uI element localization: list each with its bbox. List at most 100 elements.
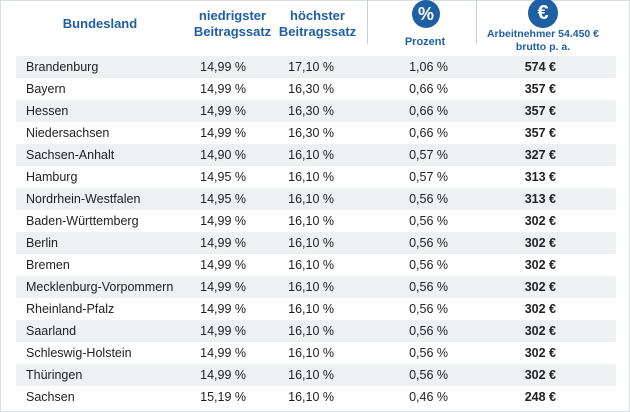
cell-prozent: 0,46 % (409, 390, 448, 404)
column-divider (476, 0, 477, 44)
cell-arbeitnehmer: 327 € (524, 148, 556, 162)
cell-prozent: 0,56 % (409, 324, 448, 338)
table-row: Sachsen 15,19 % 16,10 % 0,46 % 248 € (16, 386, 616, 408)
cell-arbeitnehmer: 302 € (524, 368, 556, 382)
cell-bundesland: Sachsen-Anhalt (26, 148, 115, 162)
cell-niedrigster: 14,99 % (200, 346, 246, 360)
cell-niedrigster: 14,95 % (200, 170, 246, 184)
table-row: Bremen 14,99 % 16,10 % 0,56 % 302 € (16, 254, 616, 276)
cell-arbeitnehmer: 357 € (524, 126, 556, 140)
cell-prozent: 0,56 % (409, 280, 448, 294)
cell-niedrigster: 14,99 % (200, 82, 246, 96)
header-niedrigster: niedrigster Beitragssatz (193, 8, 272, 39)
cell-hoechster: 16,10 % (288, 214, 334, 228)
cell-niedrigster: 14,99 % (200, 126, 246, 140)
cell-prozent: 0,66 % (409, 104, 448, 118)
cell-prozent: 0,57 % (409, 148, 448, 162)
cell-hoechster: 16,30 % (288, 104, 334, 118)
cell-bundesland: Nordrhein-Westfalen (26, 192, 141, 206)
cell-arbeitnehmer: 302 € (524, 302, 556, 316)
table-row: Rheinland-Pfalz 14,99 % 16,10 % 0,56 % 302 € (16, 298, 616, 320)
cell-hoechster: 16,10 % (288, 258, 334, 272)
table-row: Schleswig-Holstein 14,99 % 16,10 % 0,56 % 30… (16, 342, 616, 364)
cell-niedrigster: 14,99 % (200, 214, 246, 228)
cell-bundesland: Niedersachsen (26, 126, 110, 140)
table-row: Bayern 14,99 % 16,30 % 0,66 % 357 € (16, 78, 616, 100)
cell-prozent: 1,06 % (409, 60, 448, 74)
cell-prozent: 0,57 % (409, 170, 448, 184)
cell-arbeitnehmer: 357 € (524, 104, 556, 118)
table-row: Niedersachsen 14,99 % 16,30 % 0,66 % 357 € (16, 122, 616, 144)
cell-arbeitnehmer: 302 € (524, 236, 556, 250)
cell-niedrigster: 14,99 % (200, 302, 246, 316)
cell-bundesland: Saarland (26, 324, 77, 338)
cell-bundesland: Mecklenburg-Vorpommern (26, 280, 174, 294)
cell-hoechster: 16,10 % (288, 346, 334, 360)
percent-icon: % (412, 0, 440, 28)
table-row: Baden-Württemberg 14,99 % 16,10 % 0,56 % 302… (16, 210, 616, 232)
cell-prozent: 0,56 % (409, 346, 448, 360)
cell-bundesland: Sachsen (26, 390, 75, 404)
cell-arbeitnehmer: 302 € (524, 280, 556, 294)
cell-arbeitnehmer: 313 € (524, 192, 556, 206)
cell-prozent: 0,56 % (409, 368, 448, 382)
cell-hoechster: 16,10 % (288, 192, 334, 206)
cell-niedrigster: 14,95 % (200, 192, 246, 206)
table-row: Hamburg 14,95 % 16,10 % 0,57 % 313 € (16, 166, 616, 188)
cell-niedrigster: 14,99 % (200, 236, 246, 250)
cell-hoechster: 16,10 % (288, 170, 334, 184)
euro-icon: € (528, 0, 558, 28)
cell-niedrigster: 15,19 % (200, 390, 246, 404)
cell-hoechster: 16,10 % (288, 280, 334, 294)
header-bundesland: Bundesland (62, 16, 138, 31)
table-row: Thüringen 14,99 % 16,10 % 0,56 % 302 € (16, 364, 616, 386)
table-body: Brandenburg 14,99 % 17,10 % 1,06 % 574 € Baye… (16, 56, 616, 408)
cell-prozent: 0,66 % (409, 126, 448, 140)
cell-prozent: 0,56 % (409, 236, 448, 250)
cell-hoechster: 16,30 % (288, 126, 334, 140)
cell-prozent: 0,56 % (409, 214, 448, 228)
cell-bundesland: Bayern (26, 82, 66, 96)
cell-niedrigster: 14,99 % (200, 60, 246, 74)
cell-prozent: 0,56 % (409, 302, 448, 316)
cell-bundesland: Baden-Württemberg (26, 214, 139, 228)
cell-niedrigster: 14,99 % (200, 280, 246, 294)
cell-bundesland: Schleswig-Holstein (26, 346, 132, 360)
cell-prozent: 0,66 % (409, 82, 448, 96)
cell-arbeitnehmer: 302 € (524, 324, 556, 338)
cell-arbeitnehmer: 302 € (524, 214, 556, 228)
cell-hoechster: 16,10 % (288, 368, 334, 382)
cell-bundesland: Thüringen (26, 368, 83, 382)
cell-niedrigster: 14,99 % (200, 258, 246, 272)
cell-niedrigster: 14,99 % (200, 104, 246, 118)
column-divider (367, 0, 368, 44)
cell-arbeitnehmer: 302 € (524, 346, 556, 360)
cell-bundesland: Berlin (26, 236, 58, 250)
header-hoechster: höchster Beitragssatz (278, 8, 357, 39)
cell-arbeitnehmer: 248 € (524, 390, 556, 404)
cell-niedrigster: 14,99 % (200, 368, 246, 382)
cell-bundesland: Brandenburg (26, 60, 99, 74)
cell-hoechster: 16,10 % (288, 236, 334, 250)
cell-arbeitnehmer: 574 € (524, 60, 556, 74)
cell-hoechster: 16,10 % (288, 390, 334, 404)
table-row: Brandenburg 14,99 % 17,10 % 1,06 % 574 € (16, 56, 616, 78)
cell-hoechster: 16,10 % (288, 148, 334, 162)
table-row: Mecklenburg-Vorpommern 14,99 % 16,10 % 0,56… (16, 276, 616, 298)
header-prozent: Prozent (404, 36, 446, 48)
header-arbeitnehmer: Arbeitnehmer 54.450 € brutto p. a. (486, 28, 600, 53)
cell-arbeitnehmer: 313 € (524, 170, 556, 184)
cell-hoechster: 16,10 % (288, 302, 334, 316)
cell-bundesland: Hessen (26, 104, 69, 118)
cell-hoechster: 16,30 % (288, 82, 334, 96)
cell-bundesland: Bremen (26, 258, 70, 272)
cell-bundesland: Hamburg (26, 170, 78, 184)
cell-hoechster: 16,10 % (288, 324, 334, 338)
cell-bundesland: Rheinland-Pfalz (26, 302, 115, 316)
cell-niedrigster: 14,90 % (200, 148, 246, 162)
table-row: Saarland 14,99 % 16,10 % 0,56 % 302 € (16, 320, 616, 342)
cell-arbeitnehmer: 357 € (524, 82, 556, 96)
table-row: Nordrhein-Westfalen 14,95 % 16,10 % 0,56 % 3… (16, 188, 616, 210)
table-row: Hessen 14,99 % 16,30 % 0,66 % 357 € (16, 100, 616, 122)
cell-hoechster: 17,10 % (288, 60, 334, 74)
